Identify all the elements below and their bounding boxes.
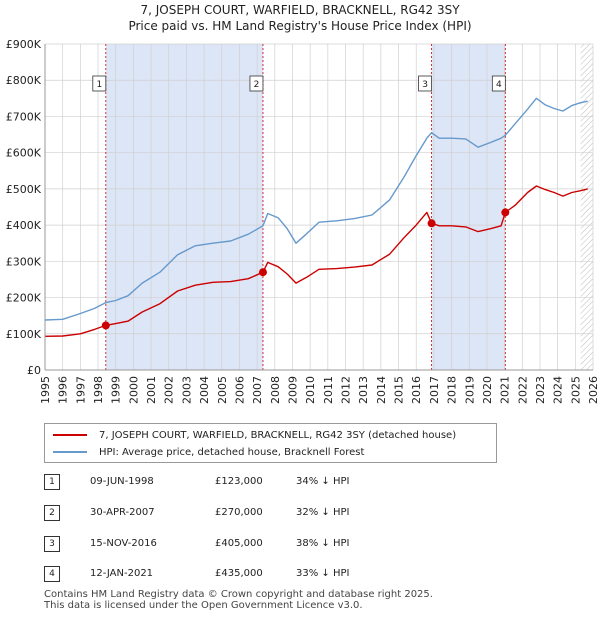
- sale-number-box: [249, 75, 264, 92]
- y-tick-label: £500K: [6, 183, 42, 196]
- x-tick-label: 2025: [569, 376, 582, 404]
- x-tick-label: 2026: [587, 376, 600, 404]
- sale-point: [101, 321, 110, 330]
- x-tick-label: 2014: [375, 376, 388, 404]
- x-tick-label: 2009: [286, 376, 299, 404]
- x-tick-label: 2011: [322, 376, 335, 404]
- sales-table-row: 4 12-JAN-2021 £435,000 33% ↓ HPI: [44, 566, 464, 582]
- legend-label-hpi: HPI: Average price, detached house, Brac…: [99, 446, 365, 458]
- x-tick-label: 2015: [393, 376, 406, 404]
- sale-date: 30-APR-2007: [90, 507, 155, 518]
- y-tick-label: £900K: [6, 38, 42, 51]
- sales-table-row: 2 30-APR-2007 £270,000 32% ↓ HPI: [44, 505, 464, 521]
- x-tick-label: 2013: [357, 376, 370, 404]
- sale-date: 09-JUN-1998: [90, 476, 154, 487]
- sale-number: 2: [44, 505, 60, 521]
- sale-number: 4: [44, 566, 60, 582]
- legend-label-property: 7, JOSEPH COURT, WARFIELD, BRACKNELL, RG…: [99, 429, 457, 441]
- x-tick-label: 2018: [446, 376, 459, 404]
- sales-table-row: 3 15-NOV-2016 £405,000 38% ↓ HPI: [44, 536, 464, 552]
- x-tick-label: 1996: [57, 376, 70, 404]
- x-tick-label: 2007: [251, 376, 264, 404]
- sales-table-row: 1 09-JUN-1998 £123,000 34% ↓ HPI: [44, 474, 464, 490]
- x-tick-label: 2016: [410, 376, 423, 404]
- x-tick-label: 2001: [145, 376, 158, 404]
- sale-point: [427, 219, 436, 228]
- x-tick-label: 1998: [92, 376, 105, 404]
- sale-date: 15-NOV-2016: [90, 538, 157, 549]
- sale-number-box: [92, 75, 107, 92]
- y-tick-label: £600K: [6, 147, 42, 160]
- chart-subtitle: Price paid vs. HM Land Registry's House …: [128, 19, 472, 33]
- sale-number-label: 2: [254, 80, 260, 90]
- x-tick-label: 2022: [516, 376, 529, 404]
- x-tick-label: 2000: [127, 376, 140, 404]
- sale-point: [501, 208, 510, 217]
- sale-point: [258, 268, 267, 277]
- shaded-period: [105, 44, 263, 370]
- shaded-period: [431, 44, 506, 370]
- sale-price: £123,000: [215, 476, 263, 487]
- series-line: [44, 185, 588, 337]
- x-tick-label: 2020: [481, 376, 494, 404]
- x-tick-label: 2003: [180, 376, 193, 404]
- sale-hpi-diff: 33% ↓ HPI: [296, 568, 350, 579]
- sale-price: £405,000: [215, 538, 263, 549]
- x-tick-label: 2005: [216, 376, 229, 404]
- x-tick-label: 2021: [499, 376, 512, 404]
- sale-number: 3: [44, 536, 60, 552]
- y-tick-label: £800K: [6, 74, 42, 87]
- legend-item-hpi: HPI: Average price, detached house, Brac…: [53, 444, 364, 460]
- sale-date: 12-JAN-2021: [90, 568, 154, 579]
- x-tick-label: 2023: [534, 376, 547, 404]
- legend: 7, JOSEPH COURT, WARFIELD, BRACKNELL, RG…: [44, 423, 497, 463]
- legend-line-hpi-icon: [53, 451, 87, 453]
- x-tick-label: 2002: [163, 376, 176, 404]
- y-tick-label: £100K: [6, 328, 42, 341]
- legend-line-property-icon: [53, 434, 87, 436]
- footer-copyright: Contains HM Land Registry data © Crown c…: [44, 589, 433, 600]
- chart-title: 7, JOSEPH COURT, WARFIELD, BRACKNELL, RG…: [140, 3, 460, 17]
- sale-hpi-diff: 34% ↓ HPI: [296, 476, 350, 487]
- x-tick-label: 1997: [74, 376, 87, 404]
- sale-price: £435,000: [215, 568, 263, 579]
- x-tick-label: 1995: [39, 376, 52, 404]
- sale-number-label: 1: [96, 80, 102, 90]
- projection-region: [580, 44, 593, 370]
- legend-item-property: 7, JOSEPH COURT, WARFIELD, BRACKNELL, RG…: [53, 427, 456, 443]
- y-tick-label: £300K: [6, 255, 42, 268]
- y-tick-label: £200K: [6, 292, 42, 305]
- sale-hpi-diff: 32% ↓ HPI: [296, 507, 350, 518]
- sale-number-label: 3: [422, 80, 428, 90]
- x-tick-label: 2019: [463, 376, 476, 404]
- x-tick-label: 2004: [198, 376, 211, 404]
- sale-hpi-diff: 38% ↓ HPI: [296, 538, 350, 549]
- footer-licence: This data is licensed under the Open Gov…: [44, 600, 363, 611]
- y-tick-label: £700K: [6, 110, 42, 123]
- sale-number-box: [418, 75, 433, 92]
- sale-number-box: [491, 75, 506, 92]
- x-tick-label: 2010: [304, 376, 317, 404]
- x-tick-label: 2008: [269, 376, 282, 404]
- price-chart: 1 2 3 4 £0 £100K £200K £300K £400K £500K £600K £70…: [6, 38, 600, 404]
- x-tick-label: 2012: [340, 376, 353, 404]
- sale-number-label: 4: [496, 80, 502, 90]
- sale-price: £270,000: [215, 507, 263, 518]
- x-tick-label: 2017: [428, 376, 441, 404]
- series-line: [44, 97, 588, 321]
- y-tick-label: £0: [27, 364, 41, 377]
- x-tick-label: 2006: [233, 376, 246, 404]
- x-tick-label: 2024: [552, 376, 565, 404]
- x-tick-label: 1999: [110, 376, 123, 404]
- y-tick-label: £400K: [6, 219, 42, 232]
- sale-number: 1: [44, 474, 60, 490]
